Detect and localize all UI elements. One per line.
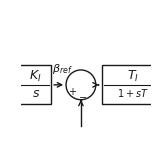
Text: $T_I$: $T_I$ xyxy=(127,69,139,84)
Text: $-$: $-$ xyxy=(78,91,87,101)
Text: $K_I$: $K_I$ xyxy=(29,69,42,84)
Text: $\beta_{ref}$: $\beta_{ref}$ xyxy=(52,62,73,76)
Text: $s$: $s$ xyxy=(32,87,40,100)
Text: $+$: $+$ xyxy=(68,86,77,97)
Text: $1 + sT$: $1 + sT$ xyxy=(117,87,149,99)
FancyBboxPatch shape xyxy=(102,66,164,104)
FancyBboxPatch shape xyxy=(15,66,51,104)
